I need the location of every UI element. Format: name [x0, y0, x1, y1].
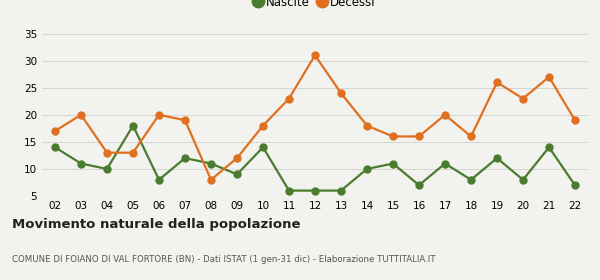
Decessi: [233, 157, 241, 160]
Nascite: [208, 162, 215, 165]
Decessi: [337, 92, 344, 95]
Nascite: [364, 167, 371, 171]
Decessi: [545, 75, 553, 79]
Decessi: [208, 178, 215, 181]
Nascite: [415, 183, 422, 187]
Decessi: [130, 151, 137, 154]
Nascite: [337, 189, 344, 192]
Nascite: [442, 162, 449, 165]
Decessi: [389, 135, 397, 138]
Nascite: [259, 146, 266, 149]
Decessi: [415, 135, 422, 138]
Nascite: [520, 178, 527, 181]
Decessi: [311, 53, 319, 57]
Legend: Nascite, Decessi: Nascite, Decessi: [250, 0, 380, 13]
Decessi: [520, 97, 527, 100]
Nascite: [233, 173, 241, 176]
Nascite: [467, 178, 475, 181]
Decessi: [77, 113, 85, 116]
Line: Decessi: Decessi: [52, 52, 578, 183]
Decessi: [52, 129, 59, 133]
Decessi: [467, 135, 475, 138]
Nascite: [545, 146, 553, 149]
Nascite: [130, 124, 137, 127]
Nascite: [155, 178, 163, 181]
Decessi: [364, 124, 371, 127]
Nascite: [286, 189, 293, 192]
Nascite: [571, 183, 578, 187]
Decessi: [181, 118, 188, 122]
Nascite: [389, 162, 397, 165]
Decessi: [259, 124, 266, 127]
Nascite: [77, 162, 85, 165]
Decessi: [286, 97, 293, 100]
Decessi: [103, 151, 110, 154]
Nascite: [52, 146, 59, 149]
Nascite: [103, 167, 110, 171]
Line: Nascite: Nascite: [52, 122, 578, 194]
Decessi: [571, 118, 578, 122]
Nascite: [181, 157, 188, 160]
Nascite: [311, 189, 319, 192]
Decessi: [155, 113, 163, 116]
Nascite: [493, 157, 500, 160]
Text: COMUNE DI FOIANO DI VAL FORTORE (BN) - Dati ISTAT (1 gen-31 dic) - Elaborazione : COMUNE DI FOIANO DI VAL FORTORE (BN) - D…: [12, 255, 436, 264]
Text: Movimento naturale della popolazione: Movimento naturale della popolazione: [12, 218, 301, 231]
Decessi: [442, 113, 449, 116]
Decessi: [493, 81, 500, 84]
